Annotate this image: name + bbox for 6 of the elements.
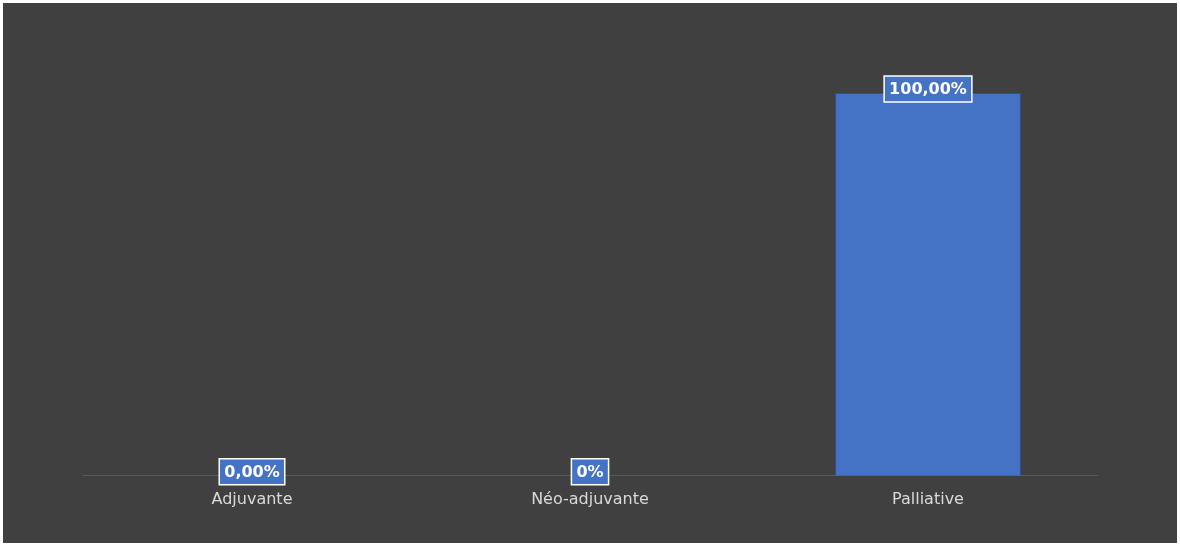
data-label: 0,00%	[224, 461, 280, 481]
data-label: 0%	[576, 461, 604, 481]
x-tick-label: Néo-adjuvante	[531, 488, 649, 508]
data-label: 100,00%	[889, 79, 967, 99]
x-tick-label: Adjuvante	[211, 488, 293, 508]
x-tick-label: Palliative	[892, 488, 964, 508]
